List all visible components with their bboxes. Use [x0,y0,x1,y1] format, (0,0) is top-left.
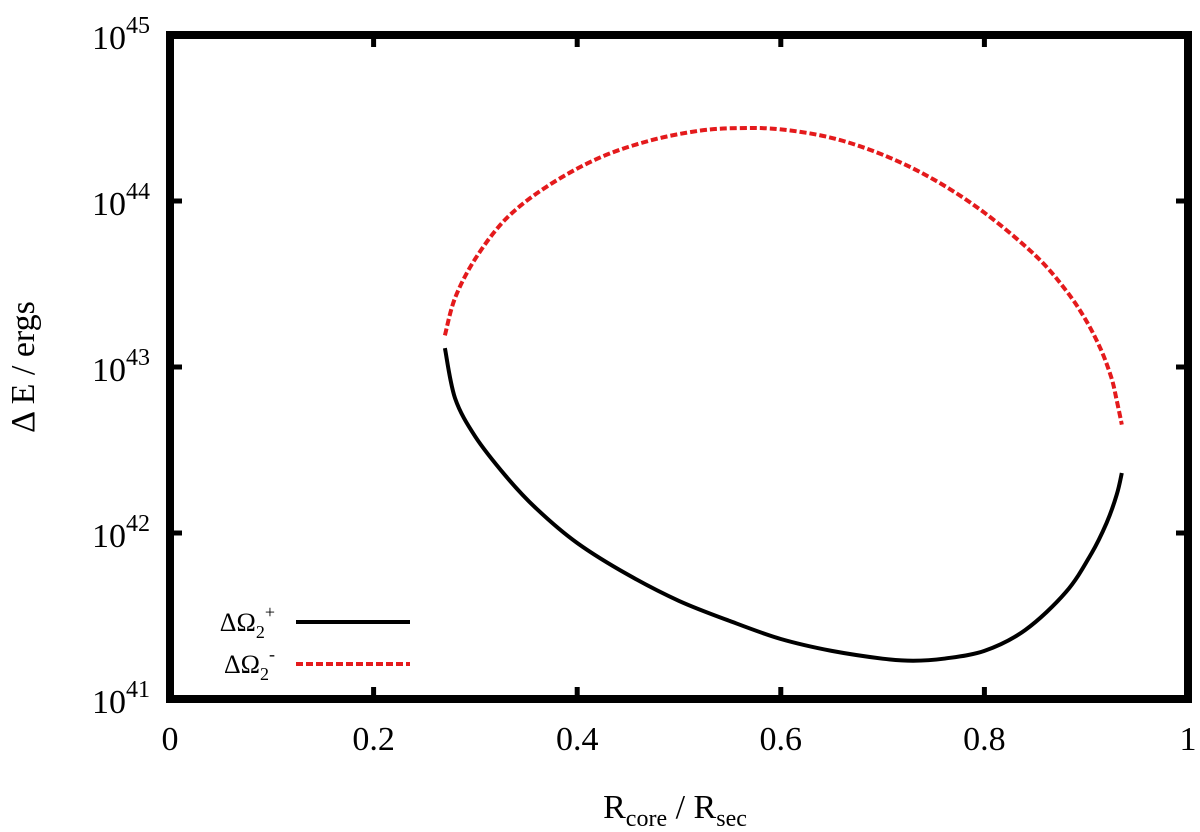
y-tick-label: 1044 [92,179,150,223]
x-axis-title-sub2: sec [716,806,747,832]
y-axis-title: Δ E / ergs [5,301,42,433]
y-tick-label: 1045 [92,13,150,57]
y-tick-exponent: 45 [126,13,150,39]
x-tick-label: 0 [162,721,179,758]
plot-frame [166,31,1192,703]
y-tick-base: 10 [92,186,126,223]
x-tick-label: 0.8 [963,721,1006,758]
x-axis-title-sep: / [667,789,693,826]
x-axis-title-sub: core [626,806,667,832]
y-tick-base: 10 [92,352,126,389]
y-tick-base: 10 [92,20,126,57]
x-tick-label: 0.6 [760,721,803,758]
y-tick-base: 10 [92,518,126,555]
legend-label-1: ΔΩ2+ [220,602,275,642]
x-axis-title-base2: R [694,789,717,826]
series-line-2 [442,125,1124,425]
x-tick-label: 0.4 [556,721,599,758]
x-axis-title-base: R [603,789,626,826]
y-tick-label: 1043 [92,345,150,389]
series-layer [442,125,1124,663]
x-axis-title: Rcore / Rsec [603,789,747,832]
y-tick-exponent: 42 [126,511,150,537]
y-tick-exponent: 43 [126,345,150,371]
legend-label-base: ΔΩ [224,650,260,679]
y-tick-base: 10 [92,684,126,721]
legend-label-base: ΔΩ [220,608,256,637]
series-line-1 [442,347,1124,663]
x-tick-labels: 0 0.2 0.4 0.6 0.8 1 [162,721,1197,758]
legend-label-sup: - [269,644,275,664]
legend-label-2: ΔΩ2- [224,644,275,684]
legend: ΔΩ2+ΔΩ2- [220,602,410,684]
legend-label-sup: + [265,602,275,622]
x-tick-label: 0.2 [352,721,395,758]
y-tick-label: 1042 [92,511,150,555]
legend-label-sub: 2 [256,622,265,642]
y-tick-exponent: 41 [126,677,150,703]
y-tick-exponent: 44 [126,179,150,205]
y-tick-label: 1041 [92,677,150,721]
legend-label-sub: 2 [260,664,269,684]
x-tick-label: 1 [1180,721,1197,758]
